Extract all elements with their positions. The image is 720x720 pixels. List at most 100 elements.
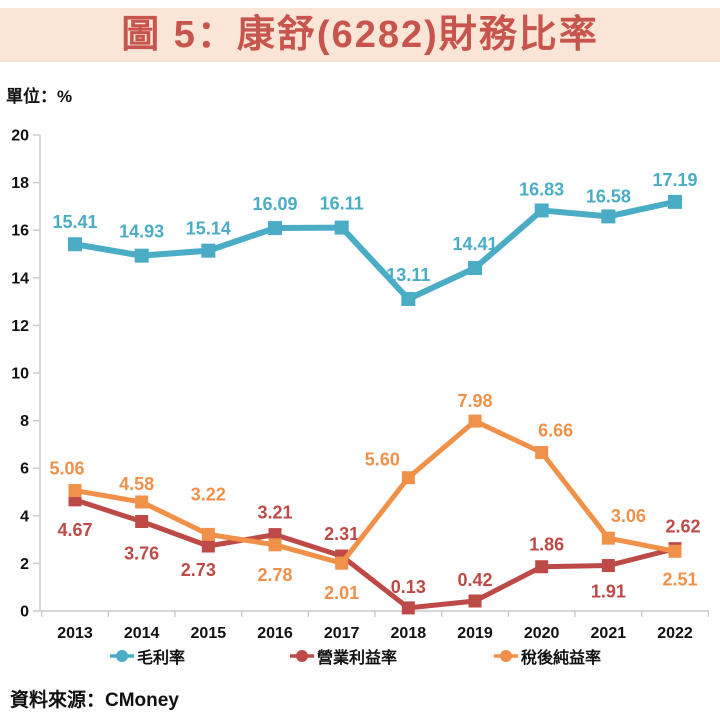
series-net-margin-marker: [401, 471, 415, 485]
series-net-margin-marker: [601, 531, 615, 545]
legend-item-gross-margin: 毛利率: [110, 644, 185, 668]
legend-label: 營業利益率: [317, 650, 398, 667]
svg-text:6: 6: [20, 461, 29, 478]
value-label: 16.09: [252, 194, 297, 214]
series-net-margin-marker: [335, 556, 349, 570]
value-label: 6.66: [538, 420, 573, 440]
x-tick-label: 2019: [457, 625, 493, 642]
legend-item-operating-margin: 營業利益率: [290, 644, 397, 668]
axes: [33, 134, 710, 617]
series-operating-margin-marker: [268, 528, 282, 542]
series-net-margin-line: [74, 418, 676, 566]
value-label: 2.62: [665, 517, 700, 537]
svg-text:10: 10: [11, 366, 29, 383]
legend-label: 毛利率: [137, 650, 186, 667]
series-gross-margin-line: [74, 198, 676, 302]
series-net-margin: [68, 414, 682, 570]
series-net-margin-marker: [468, 414, 482, 428]
series-gross-margin-marker: [134, 248, 149, 263]
value-label: 1.86: [529, 535, 564, 555]
value-label: 3.22: [191, 484, 226, 504]
x-tick-label: 2017: [324, 625, 360, 642]
series-operating-margin-marker: [401, 601, 415, 615]
svg-text:14: 14: [11, 270, 29, 287]
series-gross-margin-marker: [334, 220, 349, 235]
y-axis-tick-labels: 0 2 4 6 8 10 12 14 16 18 20: [11, 128, 29, 621]
value-label: 0.42: [457, 570, 492, 590]
series-operating-margin-marker: [601, 559, 615, 573]
series-operating-margin-marker: [468, 594, 482, 608]
value-label: 3.76: [124, 544, 159, 564]
value-label: 16.58: [586, 186, 631, 206]
series-net-margin-marker: [201, 527, 215, 541]
net-margin-legend-marker-icon: [494, 650, 518, 662]
series-gross-margin-marker: [468, 261, 483, 276]
series-operating-margin-marker: [135, 515, 149, 529]
y-axis-unit-label: 單位：%: [6, 87, 73, 106]
series-net-margin-marker: [535, 445, 549, 459]
series-gross-margin-marker: [534, 203, 549, 218]
value-label: 2.51: [662, 569, 697, 589]
svg-text:4: 4: [20, 508, 29, 525]
page-title: 圖 5：康舒(6282)財務比率: [121, 14, 599, 56]
value-label: 3.21: [257, 503, 292, 523]
x-axis-tick-labels: 2013 2014 2015 2016 2017 2018 2019 2020 2021 2022: [57, 625, 693, 642]
series-net-margin-marker: [268, 538, 282, 552]
x-tick-label: 2013: [57, 625, 93, 642]
series-net-margin-marker: [135, 495, 149, 509]
series-gross-margin-marker: [401, 291, 416, 306]
value-label: 16.11: [320, 194, 364, 214]
series-gross-margin-marker: [601, 209, 616, 224]
x-tick-label: 2018: [391, 625, 427, 642]
value-label: 4.67: [57, 520, 92, 540]
series-operating-margin-marker: [201, 539, 215, 553]
value-label: 5.60: [365, 450, 400, 470]
svg-text:2: 2: [20, 556, 29, 573]
series-gross-margin-marker: [201, 243, 216, 258]
legend-item-net-margin: 稅後純益率: [494, 644, 601, 668]
value-label: 0.13: [391, 577, 426, 597]
x-tick-label: 2021: [591, 625, 627, 642]
value-label: 14.93: [119, 222, 164, 242]
value-label: 16.83: [519, 179, 564, 199]
value-label: 2.73: [181, 560, 216, 580]
value-label: 15.41: [52, 212, 97, 232]
operating-margin-legend-marker-icon: [290, 650, 314, 662]
series-net-margin-marker: [668, 544, 682, 558]
x-tick-label: 2016: [257, 625, 293, 642]
value-label: 14.41: [452, 234, 497, 254]
svg-text:0: 0: [20, 604, 29, 621]
series-gross-margin-marker: [268, 221, 283, 236]
value-label: 2.78: [257, 565, 292, 585]
chart-title-band: 圖 5：康舒(6282)財務比率: [0, 8, 720, 62]
svg-text:18: 18: [11, 175, 29, 192]
value-label: 5.06: [49, 459, 84, 479]
series-operating-margin-marker: [535, 560, 549, 574]
x-tick-label: 2014: [124, 625, 160, 642]
series-gross-margin-marker: [68, 237, 82, 252]
value-label: 15.14: [186, 219, 231, 239]
svg-text:20: 20: [11, 128, 29, 145]
series-gross-margin-value-labels: 15.41 14.93 15.14 16.09 16.11 13.11 14.41 16.83…: [52, 170, 697, 285]
value-label: 2.01: [324, 583, 359, 603]
series-operating-margin-value-labels: 4.67 3.76 2.73 3.21 2.31 0.13 0.42 1.86 1.91 2.62: [57, 503, 700, 602]
legend-label: 稅後純益率: [521, 650, 602, 667]
value-label: 1.91: [591, 582, 626, 602]
svg-text:8: 8: [20, 413, 29, 430]
series-operating-margin-line: [74, 497, 676, 611]
chart-legend: 毛利率 營業利益率 稅後純益率: [0, 644, 720, 668]
series-net-margin-value-labels: 5.06 4.58 3.22 2.78 2.01 5.60 7.98 6.66 3.06 2.51: [49, 391, 697, 603]
value-label: 4.58: [119, 474, 154, 494]
value-label: 2.31: [324, 524, 359, 544]
value-label: 3.06: [611, 506, 646, 526]
source-note: 資料來源：CMoney: [10, 690, 179, 711]
x-tick-label: 2022: [657, 625, 693, 642]
series-gross-margin: [68, 194, 683, 306]
x-tick-label: 2015: [191, 625, 227, 642]
x-tick-label: 2020: [524, 625, 560, 642]
svg-text:16: 16: [11, 223, 29, 240]
gross-margin-legend-marker-icon: [110, 650, 134, 662]
series-gross-margin-marker: [668, 194, 683, 209]
